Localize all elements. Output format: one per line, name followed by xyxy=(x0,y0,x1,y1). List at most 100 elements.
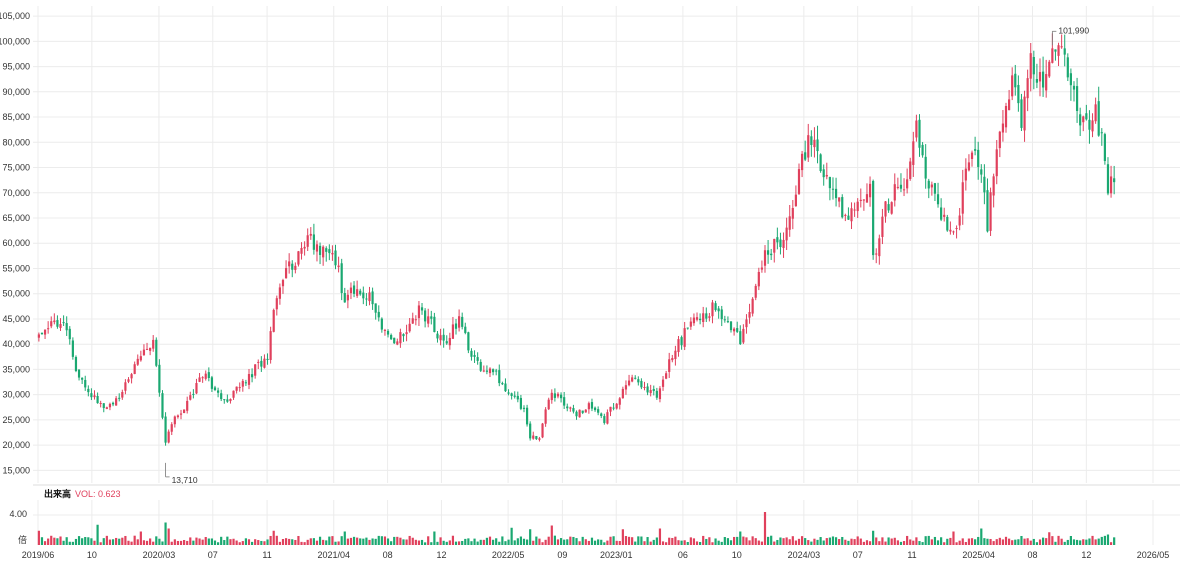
candle-body xyxy=(751,298,754,314)
volume-bar xyxy=(853,539,856,545)
price-tick-label: 70,000 xyxy=(2,188,30,198)
candle-body xyxy=(899,184,903,189)
volume-bar xyxy=(491,539,495,545)
candle-body xyxy=(254,364,257,376)
volume-bar xyxy=(575,538,578,545)
volume-bar xyxy=(974,539,977,545)
candle-body xyxy=(782,239,785,248)
volume-bar xyxy=(53,537,56,545)
volume-bar xyxy=(940,537,943,545)
candle-body xyxy=(482,370,485,372)
candle-body xyxy=(189,395,192,400)
volume-bar xyxy=(1069,536,1072,545)
candle-body xyxy=(655,390,658,398)
volume-bar xyxy=(155,536,158,545)
price-tick-label: 95,000 xyxy=(2,62,30,72)
candle-body xyxy=(828,177,831,189)
volume-bar xyxy=(309,538,312,545)
volume-bar xyxy=(1038,539,1042,545)
candle-body xyxy=(139,356,142,361)
candle-body xyxy=(121,391,124,398)
volume-bar xyxy=(621,529,624,545)
candle-body xyxy=(356,289,359,296)
candle-body xyxy=(733,328,736,332)
candle-body xyxy=(1103,134,1106,161)
candle-body xyxy=(1020,99,1023,128)
volume-bar xyxy=(593,540,597,545)
candle-body xyxy=(201,377,204,379)
volume-bar xyxy=(127,540,130,545)
candle-body xyxy=(831,188,835,190)
volume-bar xyxy=(501,536,504,545)
candle-body xyxy=(108,403,112,408)
candle-body xyxy=(232,390,235,398)
candle-body xyxy=(1011,75,1014,97)
volume-bar xyxy=(291,539,294,545)
candle-body xyxy=(578,409,581,418)
candle-body xyxy=(309,233,312,236)
volume-bar xyxy=(158,538,161,545)
volume-bar xyxy=(93,540,96,545)
candle-body xyxy=(352,285,356,294)
candle-body xyxy=(269,331,272,360)
candle-body xyxy=(250,374,254,378)
candle-body xyxy=(105,407,108,409)
price-tick-label: 15,000 xyxy=(2,465,30,475)
volume-bar xyxy=(828,537,831,545)
volume-bar xyxy=(238,542,241,545)
candle-body xyxy=(130,374,133,379)
candle-body xyxy=(467,332,470,351)
candle-body xyxy=(1032,57,1035,75)
candle-body xyxy=(677,339,680,353)
candle-body xyxy=(149,347,152,351)
candle-body xyxy=(773,238,776,253)
volume-bar xyxy=(424,542,427,545)
candle-body xyxy=(788,216,791,230)
volume-bar xyxy=(482,539,485,545)
volume-bar xyxy=(1008,538,1011,545)
candle-body xyxy=(393,337,396,344)
candle-body xyxy=(260,360,263,367)
candle-body xyxy=(572,408,575,412)
candle-body xyxy=(887,204,890,211)
time-tick-label: 07 xyxy=(208,550,218,560)
candle-body xyxy=(646,386,649,393)
volume-bar xyxy=(458,541,461,545)
volume-bar xyxy=(955,542,958,545)
price-tick-label: 80,000 xyxy=(2,137,30,147)
volume-bar xyxy=(841,536,844,545)
price-tick-label: 60,000 xyxy=(2,238,30,248)
volume-bar xyxy=(223,540,226,545)
candle-body xyxy=(535,436,538,440)
candle-body xyxy=(263,358,266,368)
candle-body xyxy=(284,268,288,279)
candle-body xyxy=(223,399,226,401)
volume-bar xyxy=(383,536,387,545)
volume-bar xyxy=(189,537,192,545)
volume-bar xyxy=(649,541,652,545)
volume-bar xyxy=(1035,542,1039,545)
volume-bar xyxy=(748,540,751,545)
candle-body xyxy=(995,149,998,177)
volume-bar xyxy=(1051,536,1054,545)
volume-title: 出来高 xyxy=(44,488,71,499)
volume-bar xyxy=(1091,535,1094,545)
candle-body xyxy=(794,194,797,207)
candle-body xyxy=(584,409,587,413)
candle-body xyxy=(566,406,569,409)
candle-body xyxy=(198,377,201,382)
candle-body xyxy=(1085,113,1088,120)
candle-body xyxy=(924,156,927,179)
volume-bar xyxy=(74,538,78,545)
volume-bar xyxy=(800,536,804,545)
candle-body xyxy=(47,328,50,330)
volume-bar xyxy=(377,535,380,545)
volume-bar xyxy=(643,541,646,545)
volume-bar xyxy=(615,540,618,545)
candle-body xyxy=(538,438,541,440)
volume-bar xyxy=(170,541,173,545)
candle-body xyxy=(720,309,723,320)
volume-bar xyxy=(433,531,436,545)
volume-bar xyxy=(899,541,903,545)
